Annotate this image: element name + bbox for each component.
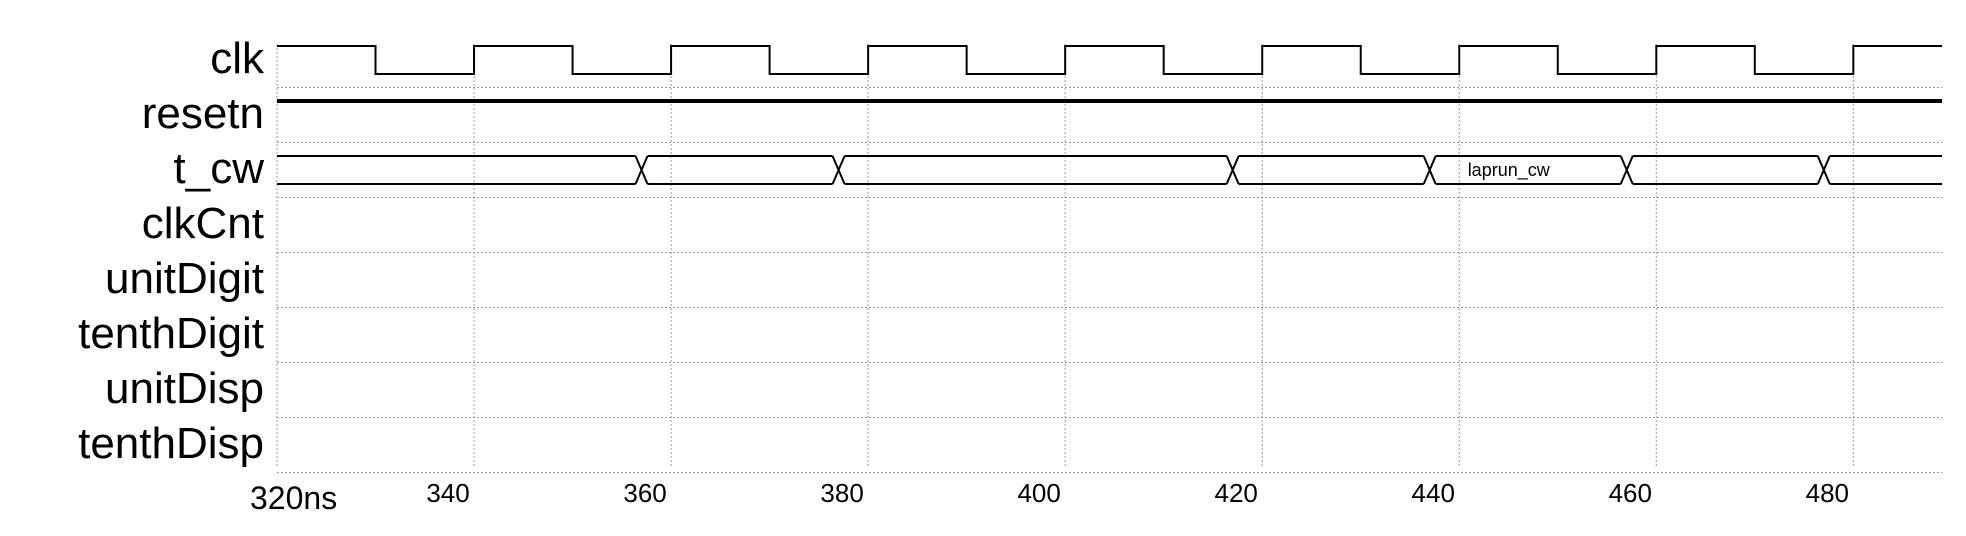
time-tick-label: 360 xyxy=(623,478,666,508)
bus-transition-x xyxy=(1619,155,1634,185)
bus-transition-x xyxy=(1225,155,1240,185)
signal-traces: laprun_cw xyxy=(277,45,1942,185)
bus-transition-x xyxy=(1422,155,1437,185)
signal-name-resetn: resetn xyxy=(142,89,264,138)
signal-name-tenthDisp: tenthDisp xyxy=(78,419,264,468)
bus-value-label: laprun_cw xyxy=(1468,160,1551,181)
time-tick-label: 420 xyxy=(1215,478,1258,508)
time-grid xyxy=(276,44,1854,467)
signal-names: clk resetn t_cw clkCnt unitDigit tenthDigit un… xyxy=(78,34,265,468)
time-tick-label: 400 xyxy=(1017,478,1060,508)
clock-trace-clk xyxy=(277,45,1942,75)
bus-transition-x xyxy=(831,155,846,185)
time-tick-label: 480 xyxy=(1806,478,1849,508)
bus-transition-x xyxy=(634,155,649,185)
time-tick-label: 340 xyxy=(426,478,469,508)
time-tick-label: 440 xyxy=(1412,478,1455,508)
signal-name-clkCnt: clkCnt xyxy=(142,199,264,248)
time-tick-label: 380 xyxy=(820,478,863,508)
signal-name-t_cw: t_cw xyxy=(174,144,265,193)
signal-name-tenthDigit: tenthDigit xyxy=(78,309,264,358)
bus-transition-x xyxy=(1816,155,1831,185)
signal-name-unitDisp: unitDisp xyxy=(105,364,264,413)
signal-name-unitDigit: unitDigit xyxy=(105,254,264,303)
time-axis: 320ns 340 360 380 400 420 440 460 480 xyxy=(250,478,1849,516)
time-axis-start-label: 320ns xyxy=(250,480,337,516)
row-dividers xyxy=(277,87,1942,473)
time-tick-label: 460 xyxy=(1609,478,1652,508)
signal-name-clk: clk xyxy=(210,34,265,83)
